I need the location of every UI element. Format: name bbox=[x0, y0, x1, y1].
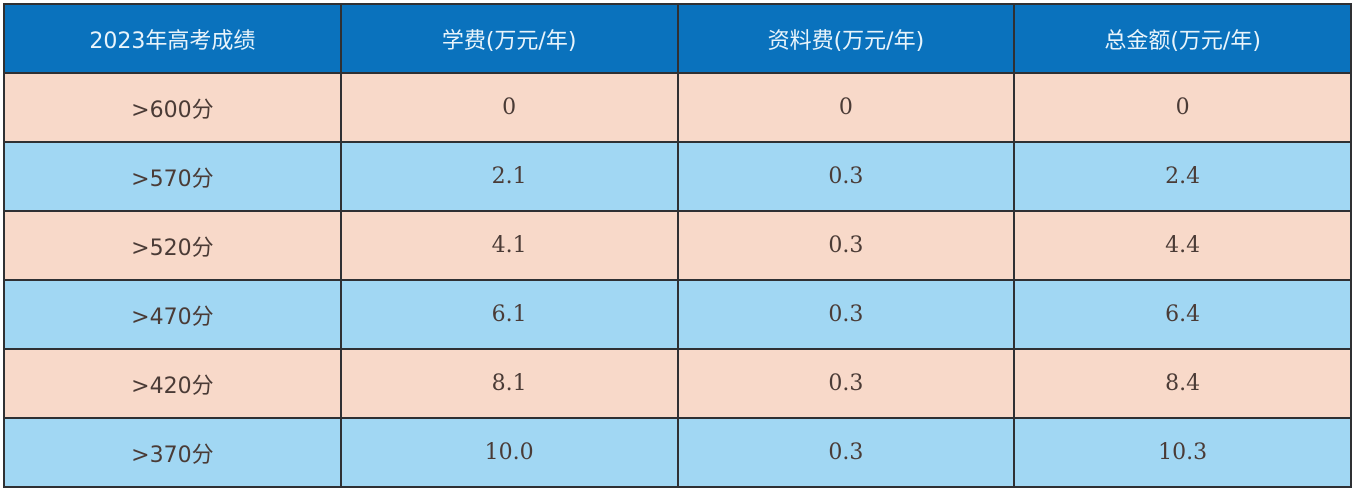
table-row: >600分 0 0 0 bbox=[3, 72, 1352, 143]
cell-total: 8.4 bbox=[1013, 348, 1352, 419]
header-materials: 资料费(万元/年) bbox=[676, 3, 1016, 74]
header-score: 2023年高考成绩 bbox=[3, 3, 342, 74]
cell-total: 6.4 bbox=[1013, 279, 1352, 350]
cell-materials: 0.3 bbox=[676, 417, 1016, 488]
table-row: >370分 10.0 0.3 10.3 bbox=[3, 417, 1352, 488]
cell-total: 4.4 bbox=[1013, 210, 1352, 281]
header-total: 总金额(万元/年) bbox=[1013, 3, 1352, 74]
table-row: >470分 6.1 0.3 6.4 bbox=[3, 279, 1352, 350]
header-row: 2023年高考成绩 学费(万元/年) 资料费(万元/年) 总金额(万元/年) bbox=[3, 3, 1352, 74]
cell-materials: 0.3 bbox=[676, 210, 1016, 281]
cell-materials: 0.3 bbox=[676, 141, 1016, 212]
cell-tuition: 10.0 bbox=[339, 417, 679, 488]
fee-table: 2023年高考成绩 学费(万元/年) 资料费(万元/年) 总金额(万元/年) >… bbox=[3, 3, 1352, 488]
cell-tuition: 8.1 bbox=[339, 348, 679, 419]
cell-materials: 0 bbox=[676, 72, 1016, 143]
cell-tuition: 6.1 bbox=[339, 279, 679, 350]
cell-score: >420分 bbox=[3, 348, 342, 419]
cell-total: 0 bbox=[1013, 72, 1352, 143]
cell-materials: 0.3 bbox=[676, 279, 1016, 350]
cell-tuition: 2.1 bbox=[339, 141, 679, 212]
table-row: >420分 8.1 0.3 8.4 bbox=[3, 348, 1352, 419]
cell-score: >520分 bbox=[3, 210, 342, 281]
cell-score: >370分 bbox=[3, 417, 342, 488]
cell-score: >570分 bbox=[3, 141, 342, 212]
cell-tuition: 0 bbox=[339, 72, 679, 143]
table-row: >520分 4.1 0.3 4.4 bbox=[3, 210, 1352, 281]
cell-materials: 0.3 bbox=[676, 348, 1016, 419]
cell-tuition: 4.1 bbox=[339, 210, 679, 281]
cell-score: >600分 bbox=[3, 72, 342, 143]
header-tuition: 学费(万元/年) bbox=[339, 3, 679, 74]
table-row: >570分 2.1 0.3 2.4 bbox=[3, 141, 1352, 212]
cell-total: 2.4 bbox=[1013, 141, 1352, 212]
cell-score: >470分 bbox=[3, 279, 342, 350]
cell-total: 10.3 bbox=[1013, 417, 1352, 488]
